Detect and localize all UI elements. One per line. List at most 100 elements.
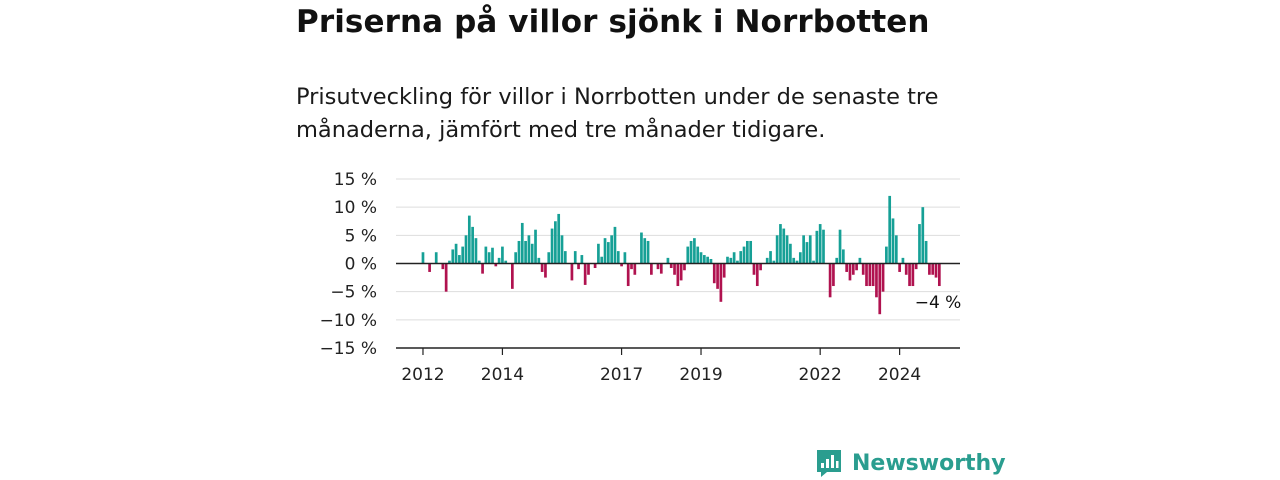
bar xyxy=(772,260,776,264)
bar xyxy=(530,243,534,264)
bar xyxy=(752,263,756,275)
bar xyxy=(491,247,494,264)
bar xyxy=(517,240,521,264)
bar xyxy=(746,240,749,264)
bar xyxy=(891,218,895,264)
bar xyxy=(471,226,474,264)
y-tick-label: 0 % xyxy=(345,255,377,275)
bar xyxy=(736,260,739,264)
bar xyxy=(676,263,680,287)
bar xyxy=(898,263,901,272)
x-tick-label: 2017 xyxy=(600,365,643,385)
bar xyxy=(881,263,885,292)
bar xyxy=(901,257,905,264)
bar xyxy=(454,243,458,264)
bar xyxy=(871,263,875,287)
bar xyxy=(868,263,872,287)
bar xyxy=(554,221,557,264)
value-annotation: −4 % xyxy=(915,293,962,313)
x-tick-label: 2014 xyxy=(481,365,524,385)
bar xyxy=(894,235,898,264)
bar xyxy=(421,252,425,264)
bar xyxy=(934,263,938,278)
bar xyxy=(785,235,789,264)
x-tick-label: 2022 xyxy=(799,365,842,385)
y-axis: 15 % 10 % 5 % 0 % −5 % −10 % −15 % xyxy=(320,170,377,359)
bar xyxy=(656,263,660,270)
bar xyxy=(729,257,733,264)
y-tick-label: 5 % xyxy=(345,226,377,246)
bar xyxy=(832,263,835,287)
bar xyxy=(742,246,746,264)
bar xyxy=(722,263,726,278)
bar xyxy=(550,228,554,264)
bar xyxy=(547,252,551,264)
bar xyxy=(646,240,650,264)
y-tick-label: −5 % xyxy=(330,283,377,303)
bar xyxy=(679,263,683,281)
bar xyxy=(620,263,623,267)
bar xyxy=(693,238,696,264)
bar xyxy=(865,263,868,287)
bar xyxy=(474,238,478,264)
bars xyxy=(421,195,941,315)
bar xyxy=(640,232,643,264)
bar xyxy=(613,226,617,264)
chart-title: Priserna på villor sjönk i Norrbotten xyxy=(296,4,930,40)
bar xyxy=(520,222,524,264)
bar xyxy=(606,242,610,264)
bar xyxy=(451,249,455,264)
y-tick-label: 10 % xyxy=(334,198,377,218)
bar xyxy=(716,263,719,289)
bar xyxy=(630,263,633,270)
bar xyxy=(914,263,918,270)
bar xyxy=(818,224,822,264)
bar xyxy=(838,229,842,264)
bar xyxy=(593,263,597,269)
bar xyxy=(706,256,709,264)
bar xyxy=(616,251,620,264)
bar xyxy=(626,263,630,287)
bar xyxy=(527,235,531,264)
bar xyxy=(842,249,845,264)
bar xyxy=(494,263,498,267)
bar xyxy=(808,235,812,264)
bar xyxy=(461,246,465,264)
bar xyxy=(444,263,448,292)
bar xyxy=(666,257,670,264)
bar xyxy=(789,243,792,264)
x-tick-label: 2012 xyxy=(401,365,444,385)
bar xyxy=(696,246,700,264)
bar xyxy=(434,252,438,264)
bar xyxy=(911,263,915,287)
bar xyxy=(633,263,637,275)
bar xyxy=(501,246,504,264)
bar xyxy=(524,240,527,264)
bar xyxy=(580,255,584,264)
bar xyxy=(937,263,941,287)
bar xyxy=(481,263,484,274)
bar xyxy=(600,256,604,264)
bar xyxy=(544,263,547,278)
bar xyxy=(924,240,928,264)
bar xyxy=(712,263,716,284)
bar xyxy=(597,243,600,264)
bar xyxy=(587,263,590,275)
bar xyxy=(726,256,729,264)
bar xyxy=(759,263,762,271)
bar xyxy=(775,235,779,264)
bar xyxy=(739,251,743,264)
bar xyxy=(448,260,451,264)
y-tick-label: −10 % xyxy=(320,311,377,331)
bar xyxy=(540,263,544,272)
bar xyxy=(699,252,703,264)
newsworthy-logo-icon xyxy=(817,450,841,477)
bar xyxy=(732,252,736,264)
bar xyxy=(702,255,706,264)
x-tick-label: 2024 xyxy=(878,365,921,385)
bar xyxy=(749,240,753,264)
bar xyxy=(815,230,819,264)
bar xyxy=(918,224,921,264)
bar xyxy=(603,238,607,264)
